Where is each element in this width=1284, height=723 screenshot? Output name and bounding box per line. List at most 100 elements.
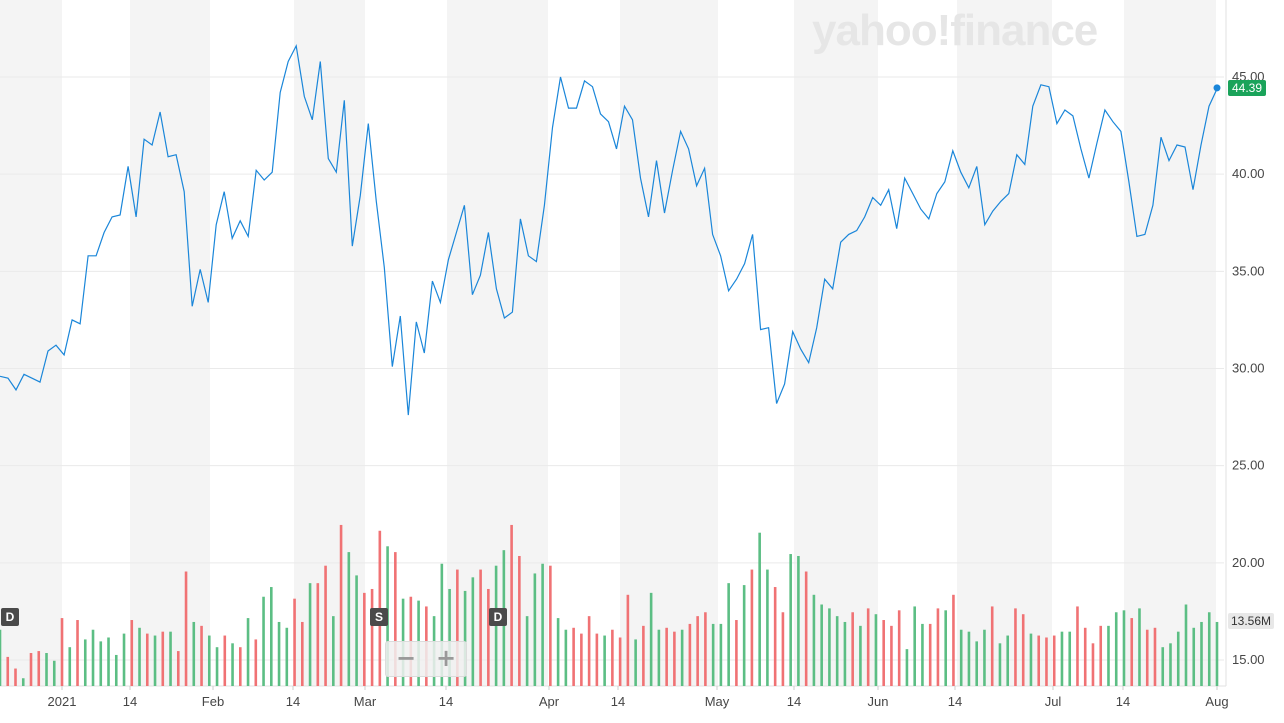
last-volume-badge: 13.56M [1228, 613, 1275, 629]
volume-bar [905, 649, 909, 686]
volume-bar [882, 620, 885, 686]
time-tick-label: 14 [1116, 694, 1130, 709]
volume-bar [1083, 627, 1087, 686]
volume-bar [60, 618, 64, 686]
volume-bar [572, 627, 575, 686]
volume-bar [1169, 643, 1172, 686]
volume-bar [742, 585, 746, 686]
volume-bar [797, 555, 800, 686]
volume-bar [897, 610, 901, 686]
zoom-out-button[interactable]: − [395, 644, 417, 672]
volume-bar [1014, 608, 1017, 686]
volume-bar [835, 616, 839, 686]
volume-bar [1006, 635, 1010, 686]
volume-bar [1037, 635, 1041, 686]
volume-bar [130, 620, 134, 686]
volume-bar [99, 641, 103, 686]
volume-bar [1161, 647, 1165, 686]
volume-bar [456, 569, 459, 686]
time-tick-label: Jul [1045, 694, 1062, 709]
volume-bar [169, 631, 172, 686]
volume-bar [688, 623, 692, 686]
volume-bar [246, 618, 250, 686]
volume-bar [1076, 606, 1079, 686]
volume-bar [866, 608, 870, 686]
volume-bar [983, 629, 986, 686]
volume-bar [207, 635, 211, 686]
split-marker[interactable]: S [370, 608, 388, 626]
volume-bar [1145, 629, 1149, 686]
volume-bar [944, 610, 947, 686]
volume-bar [1045, 637, 1048, 686]
volume-bar [1091, 643, 1095, 686]
volume-bar [308, 583, 312, 686]
volume-bar [510, 524, 513, 686]
price-tick-label: 40.00 [1232, 166, 1265, 181]
month-band [620, 0, 718, 686]
volume-bar [463, 590, 467, 686]
volume-bar [928, 623, 932, 686]
price-tick-label: 30.00 [1232, 361, 1265, 376]
volume-bar [184, 571, 188, 686]
zoom-in-button[interactable]: + [435, 644, 457, 672]
volume-bar [1122, 610, 1126, 686]
volume-bar [223, 635, 227, 686]
volume-bar [990, 606, 994, 686]
volume-bar [859, 625, 862, 686]
volume-bar [83, 639, 87, 686]
month-band [1124, 0, 1216, 686]
volume-bar [696, 616, 699, 686]
volume-bar [153, 635, 157, 686]
volume-bar [533, 573, 537, 686]
volume-bar [665, 627, 668, 686]
volume-bar [200, 625, 203, 686]
volume-bar [1184, 604, 1188, 686]
volume-bar [1114, 612, 1118, 686]
volume-bar [394, 552, 397, 686]
volume-bar [657, 629, 661, 686]
volume-bar [890, 625, 893, 686]
volume-bar [1060, 631, 1064, 686]
volume-bar [37, 651, 41, 686]
time-tick-label: 14 [787, 694, 801, 709]
volume-bar [370, 588, 374, 686]
volume-bar [773, 587, 777, 686]
volume-bar [649, 592, 653, 686]
volume-bar [711, 623, 715, 686]
time-tick-label: Feb [202, 694, 224, 709]
volume-bar [874, 614, 878, 686]
volume-bar [68, 647, 72, 686]
volume-bar [1192, 627, 1196, 686]
yahoo-finance-logo: yahoo!finance [812, 6, 1098, 55]
volume-bar [161, 631, 165, 686]
volume-bar [618, 637, 622, 686]
volume-bar [952, 594, 955, 686]
volume-bar [967, 631, 971, 686]
volume-bar [1207, 612, 1211, 686]
month-band [0, 0, 62, 686]
month-band [130, 0, 210, 686]
volume-bar [347, 552, 351, 686]
time-tick-label: Mar [354, 694, 377, 709]
price-gridlines [0, 76, 1224, 661]
volume-bar [91, 629, 95, 686]
volume-bar [680, 629, 684, 686]
volume-bar [45, 653, 48, 686]
dividend-marker[interactable]: D [489, 608, 507, 626]
volume-bar [518, 555, 521, 686]
volume-bar [580, 633, 583, 686]
dividend-marker[interactable]: D [1, 608, 19, 626]
volume-bar [611, 629, 614, 686]
volume-bar [238, 647, 242, 686]
volume-bar [270, 587, 273, 686]
volume-bar [673, 631, 676, 686]
volume-bar [293, 598, 296, 686]
month-bands [0, 0, 1227, 687]
volume-bar [549, 565, 552, 686]
month-band [957, 0, 1052, 686]
volume-bar [76, 620, 79, 686]
volume-bar [921, 623, 924, 686]
volume-bar [603, 635, 606, 686]
